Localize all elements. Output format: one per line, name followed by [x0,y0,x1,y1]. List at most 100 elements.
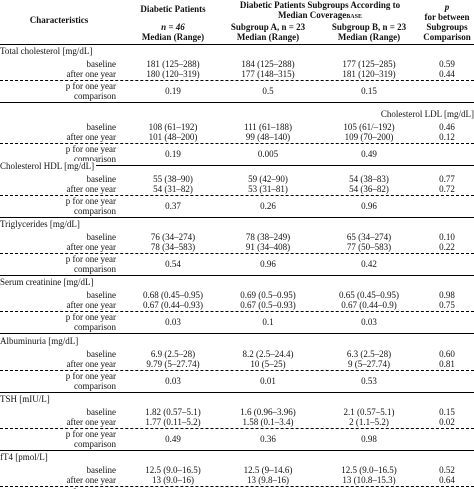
row-label-comparison: comparison [74,206,116,216]
section-title: Triglycerides [mg/dL] [0,219,82,230]
table-cell: 0.52 [439,465,455,475]
row-label-after: after one year [66,475,116,485]
header-subgroup-a: Subgroup A, n = 23 [230,22,306,32]
table-cell: 177 (125–285) [342,59,396,69]
row-label-p: p for one year [65,254,116,264]
table-cell: 0.005 [257,149,279,159]
table-cell: 54 (36–82) [349,184,389,194]
table-cell: 6.3 (2.5–28) [346,349,392,359]
table-cell: 78 (38–249) [245,232,291,242]
section-title: fT4 [pmol/L] [0,452,50,463]
table-cell: 0.68 (0.45–0.95) [143,290,203,300]
table-cell: 0.03 [361,317,377,327]
header-n-all: n = 46 [161,22,185,32]
table-cell: 9 (5–27.74) [348,359,390,369]
table-cell: 0.72 [439,184,455,194]
table-cell: 10 (5–25) [250,359,286,369]
table-cell: 105 (61/–192) [343,122,395,132]
dashed-divider [0,143,474,144]
section-title: Albuminuria [mg/dL] [0,336,81,347]
row-label-baseline: baseline [86,59,117,69]
table-cell: 0.22 [439,242,455,252]
table-cell: 0.46 [439,122,455,132]
header-subgroups-title: Diabetic Patients Subgroups According to… [218,0,422,22]
table-cell: 0.03 [165,317,181,327]
section-rule [0,450,474,451]
table-cell: 1.77 (0.11–5.2) [145,417,201,427]
table-cell: 0.42 [361,259,377,269]
table-cell: 55 (38–90) [153,174,193,184]
table-cell: 13 (9.8–16) [247,475,289,485]
table-cell: 77 (50–583) [346,242,392,252]
section-rule [0,165,474,166]
table-cell: 101 (48–200) [148,132,198,142]
table-cell: 0.1 [262,317,274,327]
table-cell: 0.96 [361,201,377,211]
table-cell: 2.1 (0.57–5.1) [343,407,395,417]
table-cell: 0.98 [361,434,377,444]
table-cell: 0.12 [439,132,455,142]
section-rule [0,102,474,103]
header-median-range-3: Median (Range) [337,32,401,42]
table-cell: 13 (9.0–16) [152,475,194,485]
table-cell: 9.79 (5–27.74) [146,359,200,369]
table-cell: 1.6 (0.96–3.96) [240,407,296,417]
table-cell: 0.44 [439,69,455,79]
table-cell: 59 (42–90) [248,174,288,184]
table-cell: 78 (34–583) [150,242,196,252]
section-title: Cholesterol HDL [mg/dL] [0,161,97,172]
section-title: TSH [mIU/L] [0,394,52,405]
table-cell: 0.26 [260,201,276,211]
header-rule [0,44,474,45]
table-cell: 0.10 [439,232,455,242]
dashed-divider [0,253,474,254]
row-label-comparison: comparison [74,381,116,391]
table-cell: 0.77 [439,174,455,184]
header-p-symbol: p [444,2,450,12]
section-title: Cholesterol LDL [mg/dL] [378,109,474,120]
table-cell: 1.58 (0.1–3.4) [242,417,294,427]
row-label-p: p for one year [65,429,116,439]
table-cell: 0.36 [260,434,276,444]
row-label-comparison: comparison [74,439,116,449]
table-cell: 0.69 (0.5–0.95) [240,290,296,300]
row-label-p: p for one year [65,144,116,154]
row-label-baseline: baseline [86,465,117,475]
table-cell: 0.60 [439,349,455,359]
table-cell: 0.49 [361,149,377,159]
table-cell: 0.59 [439,59,455,69]
table-cell: 0.64 [439,475,455,485]
section-rule [0,275,474,276]
dashed-divider [0,370,474,371]
table-cell: 181 (125–288) [146,59,200,69]
section-title: Serum creatinine [mg/dL] [0,277,96,288]
dashed-divider [0,195,474,196]
row-label-baseline: baseline [86,349,117,359]
row-label-after: after one year [66,132,116,142]
table-cell: 0.67 (0.5–0.93) [240,300,296,310]
header-subgroups-line2: Median CoverageBASE [278,10,362,20]
table-cell: 111 (61–188) [243,122,293,132]
table-cell: 0.54 [165,259,181,269]
table-cell: 13 (10.8–15.3) [342,475,396,485]
dashed-divider [0,80,474,81]
table-cell: 0.5 [262,86,274,96]
row-label-p: p for one year [65,371,116,381]
header-p-line2: Subgroups [426,22,468,32]
row-label-p: p for one year [65,196,116,206]
row-label-after: after one year [66,417,116,427]
table-cell: 54 (31–82) [153,184,193,194]
row-label-baseline: baseline [86,290,117,300]
row-label-after: after one year [66,242,116,252]
row-label-comparison: comparison [74,264,116,274]
table-cell: 0.98 [439,290,455,300]
table-cell: 91 (34–408) [245,242,291,252]
table-cell: 76 (34–274) [150,232,196,242]
table-cell: 12.5 (9.0–16.5) [145,465,201,475]
table-cell: 181 (120–319) [342,69,396,79]
table-cell: 0.19 [165,149,181,159]
row-label-p: p for one year [65,81,116,91]
table-cell: 0.15 [361,86,377,96]
table-cell: 0.01 [260,376,276,386]
